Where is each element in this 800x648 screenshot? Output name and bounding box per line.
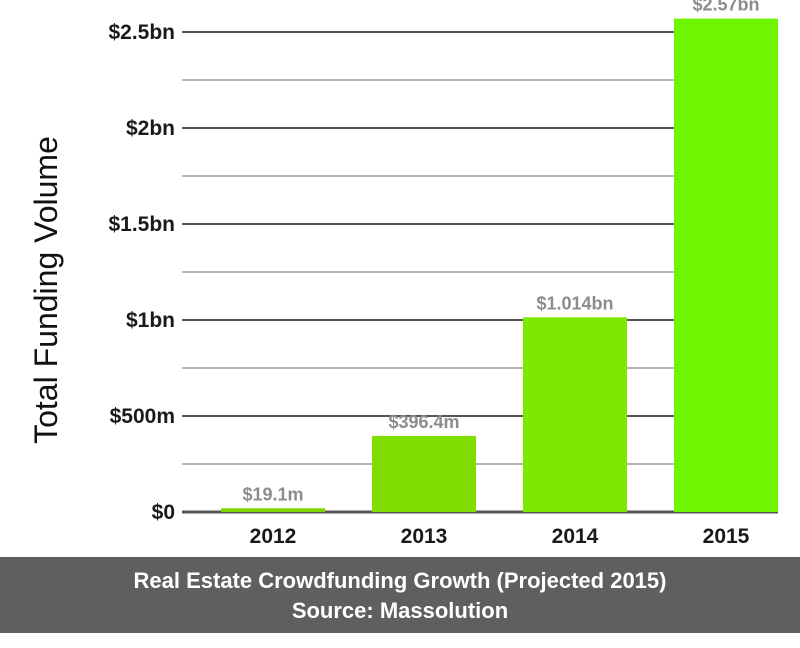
y-axis-title: Total Funding Volume [28, 136, 64, 444]
y-tick-label: $1.5bn [108, 213, 175, 236]
x-category-label: 2013 [401, 525, 448, 548]
y-tick-label: $2.5bn [108, 21, 175, 44]
x-axis-categories: 2012 2013 2014 2015 [250, 525, 750, 548]
x-category-label: 2012 [250, 525, 297, 548]
caption-banner: Real Estate Crowdfunding Growth (Project… [0, 557, 800, 633]
chart-title: Real Estate Crowdfunding Growth (Project… [133, 568, 667, 593]
data-labels: $19.1m $396.4m $1.014bn $2.57bn [242, 0, 759, 504]
bar-2012 [221, 508, 325, 512]
data-label-2012: $19.1m [242, 484, 303, 504]
bars [221, 18, 778, 513]
y-tick-label: $1bn [126, 309, 175, 332]
data-label-2013: $396.4m [388, 412, 459, 432]
y-tick-label: $500m [110, 405, 175, 428]
chart-source: Source: Massolution [291, 598, 509, 623]
bar-chart-svg: $0 $500m $1bn $1.5bn $2bn $2.5bn $19.1m $396.4… [28, 0, 778, 548]
bar-2015 [674, 18, 778, 513]
bar-2013 [372, 435, 476, 512]
y-tick-label: $0 [152, 501, 175, 524]
data-label-2014: $1.014bn [536, 293, 613, 313]
y-tick-label: $2bn [126, 117, 175, 140]
x-category-label: 2015 [703, 525, 750, 548]
x-category-label: 2014 [552, 525, 599, 548]
bar-2014 [523, 317, 627, 512]
data-label-2015: $2.57bn [692, 0, 759, 15]
y-axis-ticks: $0 $500m $1bn $1.5bn $2bn $2.5bn [108, 21, 175, 524]
